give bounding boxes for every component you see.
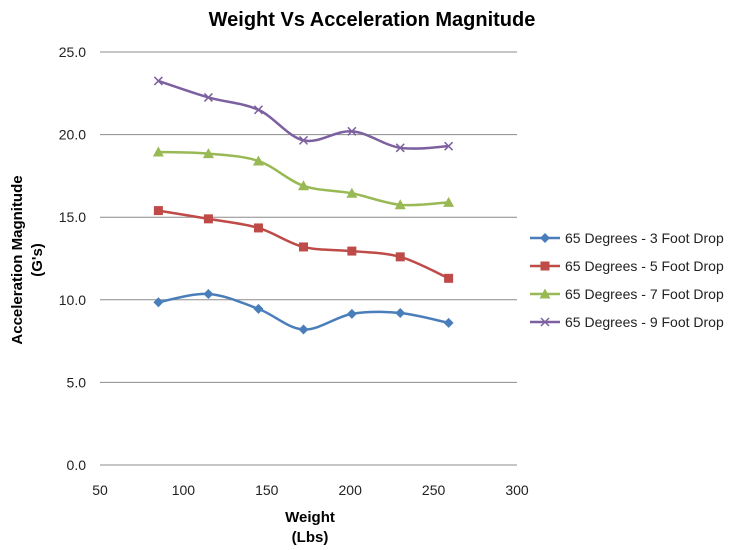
- data-point-marker: [443, 196, 455, 207]
- data-point-marker: [298, 324, 309, 335]
- data-point-marker: [253, 105, 263, 115]
- series-group: [152, 76, 455, 335]
- data-point-marker: [347, 126, 357, 136]
- series-line-1: [158, 292, 449, 331]
- y-tick-label: 5.0: [67, 374, 87, 390]
- data-point-marker: [444, 141, 454, 151]
- y-tick-label: 10.0: [59, 292, 86, 308]
- legend: 65 Degrees - 3 Foot Drop 65 Degrees - 5 F…: [530, 230, 724, 330]
- data-point-marker: [152, 146, 164, 157]
- y-tick-label: 25.0: [59, 44, 86, 60]
- x-tick-label: 300: [505, 482, 529, 498]
- data-point-marker: [395, 308, 406, 319]
- series-line-3: [158, 150, 449, 207]
- grid-lines: [100, 51, 517, 466]
- y-tick-label: 15.0: [59, 209, 86, 225]
- legend-label: 65 Degrees - 3 Foot Drop: [565, 230, 724, 246]
- x-tick-label: 50: [92, 482, 108, 498]
- legend-marker: [539, 288, 551, 299]
- x-tick-label: 150: [255, 482, 279, 498]
- x-tick-label: 100: [172, 482, 196, 498]
- y-axis-title: Acceleration Magnitude: [9, 175, 26, 344]
- y-tick-label: 20.0: [59, 127, 86, 143]
- data-point-marker: [347, 246, 357, 256]
- data-point-marker: [253, 303, 264, 314]
- data-point-marker: [346, 308, 357, 319]
- x-axis-title: Weight: [285, 509, 335, 526]
- data-point-marker: [153, 76, 163, 86]
- data-point-marker: [203, 92, 213, 102]
- legend-marker: [540, 233, 550, 243]
- legend-label: 65 Degrees - 7 Foot Drop: [565, 286, 724, 302]
- x-tick-label: 200: [339, 482, 363, 498]
- data-point-marker: [394, 199, 406, 210]
- data-point-marker: [346, 187, 358, 198]
- data-point-marker: [298, 135, 309, 145]
- x-axis-ticks: 50 100 150 200 250 300: [92, 482, 529, 498]
- data-point-marker: [153, 206, 163, 216]
- data-point-marker: [443, 317, 454, 328]
- data-point-marker: [153, 297, 164, 308]
- data-point-marker: [395, 143, 405, 153]
- y-axis-unit: (G's): [29, 243, 46, 277]
- data-point-marker: [252, 155, 264, 166]
- data-point-marker: [202, 148, 214, 159]
- legend-label: 65 Degrees - 9 Foot Drop: [565, 314, 724, 330]
- x-axis-unit: (Lbs): [292, 529, 329, 546]
- y-tick-label: 0.0: [67, 457, 87, 473]
- x-tick-label: 250: [422, 482, 446, 498]
- y-axis-ticks: 0.0 5.0 10.0 15.0 20.0 25.0: [59, 44, 86, 473]
- data-point-marker: [297, 180, 309, 191]
- data-point-marker: [203, 214, 213, 224]
- data-point-marker: [253, 223, 263, 233]
- series-line-4: [157, 79, 449, 150]
- data-point-marker: [444, 273, 454, 283]
- legend-marker: [540, 317, 550, 327]
- data-point-marker: [395, 252, 405, 262]
- data-point-marker: [298, 242, 308, 252]
- chart-title: Weight Vs Acceleration Magnitude: [209, 9, 536, 31]
- legend-label: 65 Degrees - 5 Foot Drop: [565, 258, 724, 274]
- data-point-marker: [203, 289, 214, 300]
- legend-marker: [540, 261, 550, 271]
